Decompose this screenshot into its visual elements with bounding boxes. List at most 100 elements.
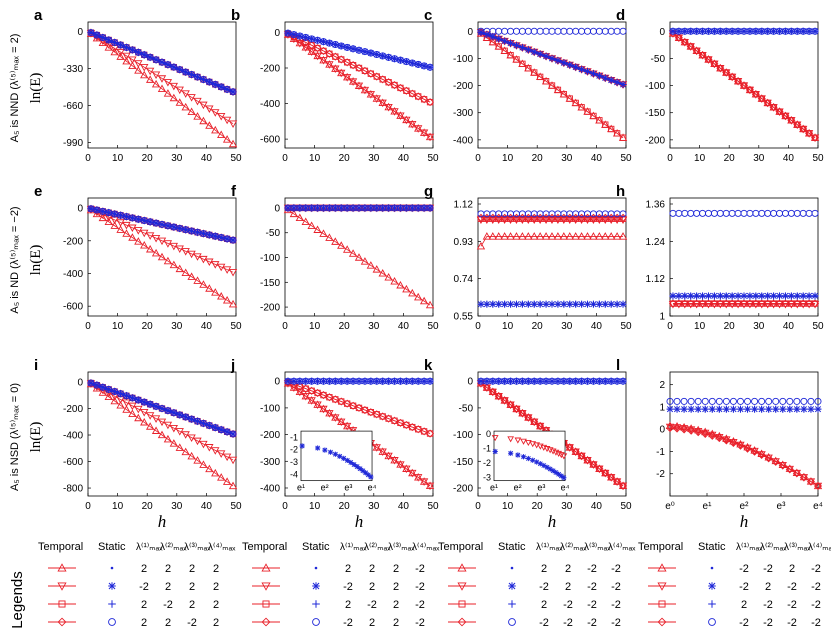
y-tick-label: -150 [645,108,665,119]
series-temporal-diamond [668,29,820,142]
y-tick-label: -400 [63,269,83,280]
marker-triangle-down [419,478,429,486]
marker-plus [666,405,674,413]
marker-triangle-down [122,399,131,407]
series-line [672,33,816,139]
x-tick-label: 20 [142,501,154,512]
series-static-plus [284,377,434,385]
marker-triangle-down [169,242,179,251]
legend-value: -2 [611,617,621,629]
marker-triangle-down [557,452,565,459]
marker-diamond [396,418,405,427]
x-tick-label: 50 [427,501,439,512]
inset-frame [493,430,566,482]
marker-triangle-down [727,301,737,309]
marker-plus [786,405,794,413]
legend-value: 2 [565,563,571,575]
marker-circle [781,209,789,217]
marker-plus [296,377,304,385]
marker-square [811,134,819,141]
marker-circle [205,421,213,429]
legend-value: -2 [139,581,149,593]
marker-plus [337,377,345,385]
marker-triangle-up [228,299,238,308]
marker-plus [772,405,780,413]
y-axis-label: ln(E) [28,422,44,453]
marker-plus [355,204,363,212]
marker-circle [223,428,231,436]
marker-square [572,448,579,455]
series-temporal-triangle-up [476,232,628,250]
marker-square [373,73,380,80]
series-static-circle [666,397,822,405]
y-tick-label: 1.12 [454,200,474,211]
marker-plus [312,600,320,608]
marker-diamond [769,103,778,112]
marker-diamond [500,396,509,405]
marker-circle [613,27,621,35]
marker-square [675,34,683,41]
marker-plus [331,204,339,212]
panel-letter: i [34,357,38,374]
marker-plus [613,377,621,385]
marker-diamond [482,383,491,392]
marker-plus [578,65,585,73]
x-tick-label: 10 [694,153,706,164]
x-tick-label: 30 [171,501,183,512]
marker-circle [229,430,237,438]
marker-circle [673,397,681,405]
marker-cross [332,451,338,457]
marker-diamond [378,75,387,84]
marker-circle [122,392,130,400]
marker-triangle-up [187,107,196,116]
marker-dot [110,566,114,570]
marker-triangle-down [704,301,713,309]
marker-triangle-up [116,52,125,60]
marker-plus [758,27,766,35]
marker-plus [391,204,398,212]
marker-plus [426,377,434,385]
marker-diamond [728,72,737,81]
marker-triangle-down [787,301,796,309]
marker-plus [513,377,520,385]
marker-plus [495,377,503,385]
legend-value: -2 [563,617,573,629]
marker-triangle-up [506,232,515,240]
marker-diamond [524,413,533,422]
x-tick-label: 10 [309,321,321,332]
series-line [287,381,431,434]
y-axis-label: ln(E) [28,73,44,104]
y-tick-label: -50 [651,54,666,65]
marker-square [723,69,730,76]
marker-square [602,469,609,477]
panel-letter: l [616,357,620,374]
legend-value: -2 [611,599,621,611]
marker-triangle-up [553,232,563,240]
marker-cross [108,582,116,590]
marker-triangle-up [181,447,190,456]
marker-square [560,91,568,98]
marker-plus [758,293,766,300]
y-tick-label: -50 [266,228,281,239]
marker-diamond [426,98,435,107]
marker-triangle-down [419,129,429,138]
marker-plus [408,204,416,212]
marker-triangle-up [384,273,393,281]
marker-plus [770,27,777,35]
x-tick-label: 40 [398,321,410,332]
marker-triangle-up [313,225,322,233]
marker-plus [566,61,574,69]
marker-triangle-down [163,79,173,87]
marker-cross [507,300,514,308]
y-tick-label: -200 [453,483,473,494]
marker-triangle-down [134,405,143,414]
marker-circle [752,209,760,217]
y-tick-label: -600 [63,302,83,313]
marker-plus [385,204,392,212]
marker-diamond [813,481,823,491]
marker-cross [495,300,503,308]
marker-diamond [739,81,749,90]
marker-circle [716,209,724,217]
y-tick-label: -400 [260,99,280,110]
marker-triangle-up [181,268,190,277]
